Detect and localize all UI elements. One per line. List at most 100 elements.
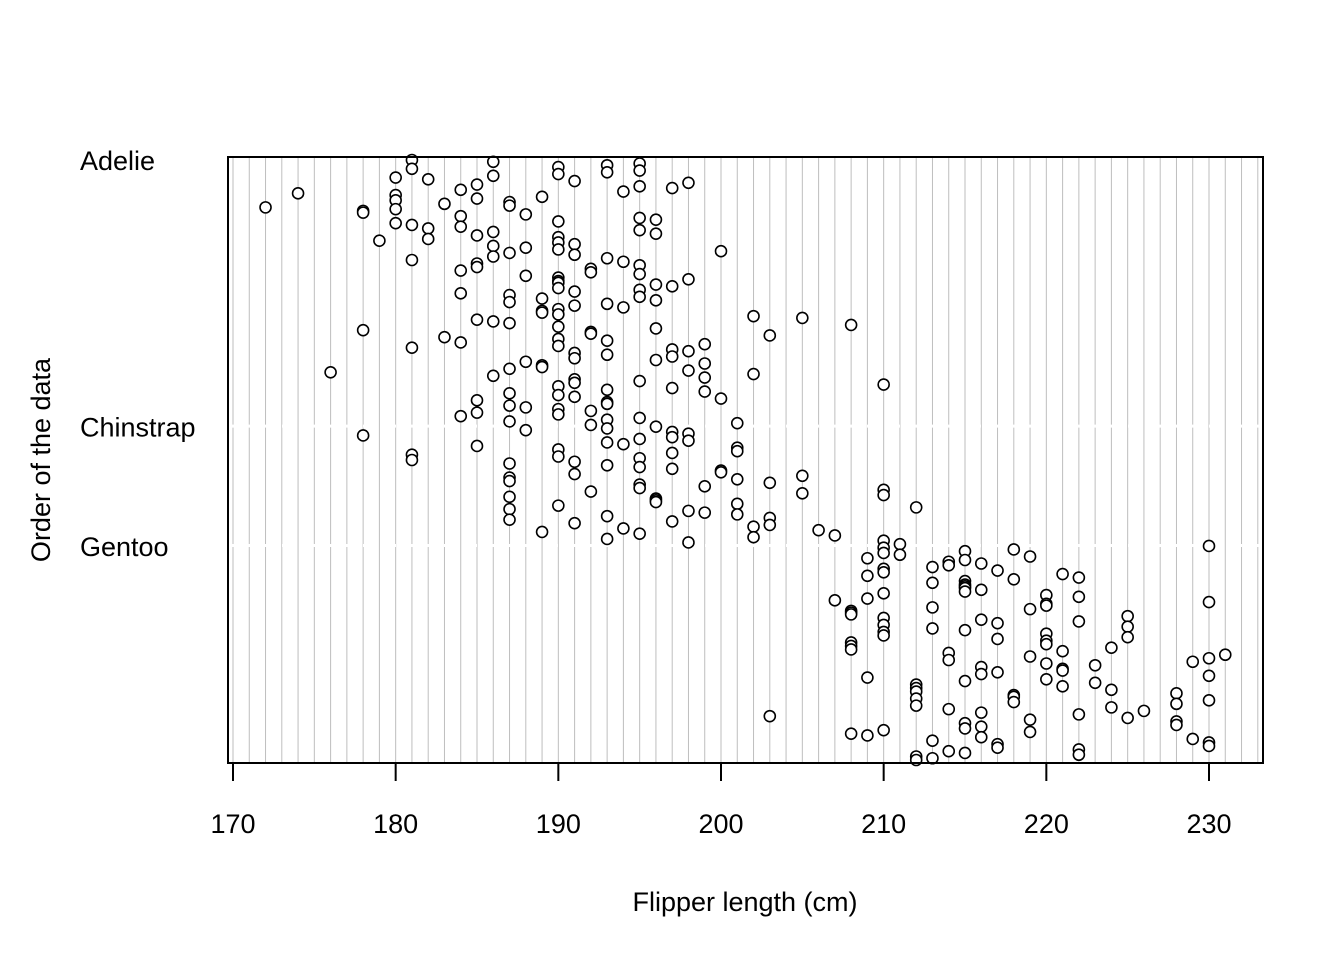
group-label-chinstrap: Chinstrap bbox=[80, 413, 196, 443]
data-point-gentoo bbox=[974, 730, 988, 744]
data-point-gentoo bbox=[1056, 664, 1069, 677]
data-point-gentoo bbox=[1218, 648, 1232, 662]
data-point-gentoo bbox=[958, 746, 972, 760]
data-point-gentoo bbox=[877, 587, 890, 600]
data-point-chinstrap bbox=[633, 527, 646, 540]
data-point-gentoo bbox=[1105, 701, 1118, 714]
data-point-adelie bbox=[519, 401, 533, 414]
data-point-gentoo bbox=[1056, 680, 1069, 693]
data-point-adelie bbox=[877, 378, 890, 391]
data-point-adelie bbox=[763, 329, 777, 342]
data-point-gentoo bbox=[974, 583, 988, 597]
data-point-adelie bbox=[486, 369, 500, 383]
data-point-chinstrap bbox=[665, 462, 679, 476]
data-point-gentoo bbox=[1040, 599, 1053, 612]
data-point-chinstrap bbox=[503, 457, 516, 470]
data-point-adelie bbox=[486, 315, 500, 328]
data-point-gentoo bbox=[974, 557, 988, 570]
data-point-adelie bbox=[470, 260, 484, 274]
data-point-chinstrap bbox=[730, 472, 744, 486]
data-point-adelie bbox=[665, 181, 679, 195]
data-point-gentoo bbox=[877, 629, 890, 642]
data-point-adelie bbox=[552, 388, 565, 402]
data-point-gentoo bbox=[1023, 602, 1037, 616]
data-point-adelie bbox=[568, 390, 581, 404]
data-point-adelie bbox=[470, 178, 484, 191]
data-point-chinstrap bbox=[552, 499, 565, 512]
data-point-gentoo bbox=[926, 560, 939, 574]
data-point-adelie bbox=[633, 411, 646, 425]
data-point-gentoo bbox=[942, 653, 956, 667]
data-point-gentoo bbox=[1072, 615, 1086, 628]
data-point-adelie bbox=[405, 218, 419, 232]
data-point-adelie bbox=[600, 397, 614, 411]
data-point-chinstrap bbox=[909, 501, 923, 514]
y-axis-title: Order of the data bbox=[26, 357, 56, 562]
data-point-chinstrap bbox=[665, 430, 679, 444]
data-point-chinstrap bbox=[617, 522, 630, 535]
data-point-adelie bbox=[552, 167, 565, 181]
data-point-gentoo bbox=[1023, 713, 1037, 726]
data-point-gentoo bbox=[893, 548, 907, 562]
data-point-gentoo bbox=[991, 632, 1004, 646]
data-point-adelie bbox=[535, 360, 549, 374]
data-point-chinstrap bbox=[633, 481, 646, 495]
data-point-gentoo bbox=[861, 551, 874, 565]
data-point-chinstrap bbox=[730, 497, 744, 511]
data-point-adelie bbox=[568, 248, 581, 262]
group-separators bbox=[228, 424, 1263, 547]
data-point-gentoo bbox=[1202, 651, 1216, 665]
group-label-gentoo: Gentoo bbox=[80, 532, 169, 562]
data-point-chinstrap bbox=[568, 467, 581, 481]
data-point-gentoo bbox=[844, 643, 858, 656]
data-point-adelie bbox=[633, 267, 646, 281]
data-point-adelie bbox=[568, 351, 581, 365]
data-point-adelie bbox=[665, 381, 679, 395]
data-point-adelie bbox=[519, 208, 533, 221]
data-point-chinstrap bbox=[796, 487, 809, 500]
data-point-adelie bbox=[698, 385, 712, 398]
data-point-adelie bbox=[584, 327, 598, 340]
data-point-gentoo bbox=[991, 616, 1004, 630]
data-point-adelie bbox=[649, 294, 663, 307]
data-point-gentoo bbox=[861, 569, 874, 583]
x-tick-label: 210 bbox=[861, 809, 906, 839]
data-point-gentoo bbox=[991, 665, 1004, 679]
data-point-adelie bbox=[405, 341, 419, 355]
data-point-gentoo bbox=[893, 537, 907, 551]
data-point-chinstrap bbox=[503, 474, 516, 488]
data-point-gentoo bbox=[1137, 704, 1151, 718]
data-point-gentoo bbox=[1105, 683, 1118, 697]
data-point-adelie bbox=[682, 176, 695, 190]
data-point-adelie bbox=[470, 313, 484, 326]
data-point-adelie bbox=[535, 190, 549, 204]
data-point-gentoo bbox=[991, 564, 1004, 577]
data-point-adelie bbox=[600, 165, 614, 179]
data-point-chinstrap bbox=[649, 420, 663, 433]
data-point-gentoo bbox=[974, 706, 988, 719]
data-point-gentoo bbox=[844, 727, 858, 740]
data-point-adelie bbox=[730, 416, 744, 430]
data-point-chinstrap bbox=[698, 506, 712, 519]
data-point-gentoo bbox=[1056, 567, 1069, 581]
data-point-adelie bbox=[682, 272, 695, 286]
data-point-adelie bbox=[552, 215, 565, 228]
data-point-gentoo bbox=[974, 720, 988, 733]
data-point-chinstrap bbox=[519, 423, 533, 437]
data-point-gentoo bbox=[1202, 669, 1216, 683]
data-point-chinstrap bbox=[714, 465, 728, 479]
data-point-adelie bbox=[454, 220, 468, 233]
data-point-adelie bbox=[682, 344, 695, 358]
data-point-chinstrap bbox=[600, 436, 614, 449]
data-point-gentoo bbox=[844, 608, 858, 621]
data-point-adelie bbox=[649, 353, 663, 367]
data-point-gentoo bbox=[909, 699, 923, 712]
x-tick-label: 170 bbox=[210, 809, 255, 839]
data-point-chinstrap bbox=[812, 523, 825, 537]
data-point-gentoo bbox=[1072, 571, 1086, 584]
data-point-gentoo bbox=[861, 729, 874, 742]
x-tick-label: 190 bbox=[536, 809, 581, 839]
data-point-adelie bbox=[600, 297, 614, 311]
data-point-adelie bbox=[535, 306, 549, 319]
data-point-gentoo bbox=[877, 546, 890, 560]
